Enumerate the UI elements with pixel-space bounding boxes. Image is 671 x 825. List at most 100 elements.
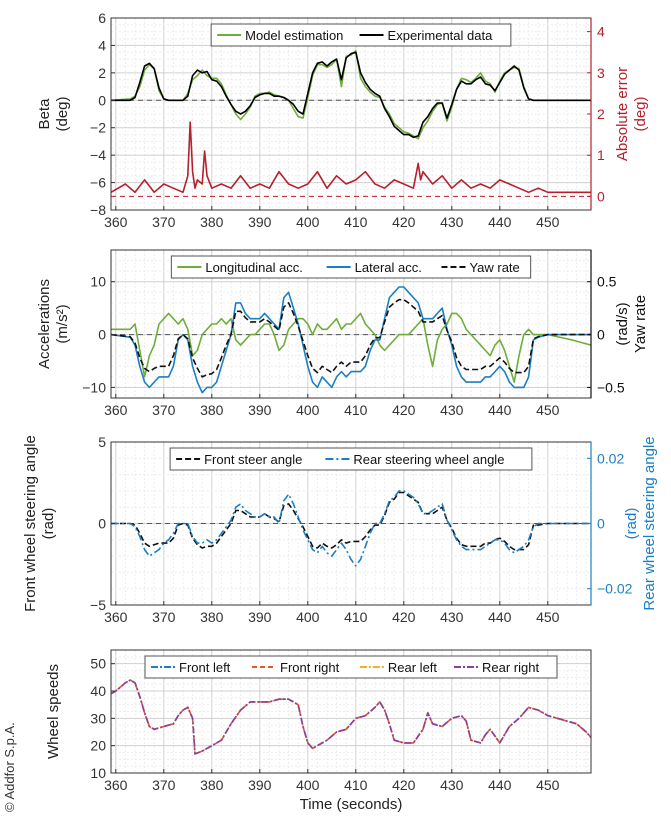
grid: [111, 17, 591, 211]
y2-tick-label: −0.5: [597, 379, 625, 395]
y-tick-label: 2: [98, 65, 106, 81]
y-tick-label: 10: [90, 274, 106, 290]
legend: Front left Front right Rear left Rear right: [144, 655, 558, 679]
x-tick-label: 390: [248, 402, 272, 418]
y-axis-label: Accelerations: [36, 279, 53, 369]
legend-box: [170, 255, 532, 279]
x-tick-label: 370: [152, 402, 176, 418]
series-group: [111, 490, 591, 567]
y2-tick-label: 3: [597, 65, 605, 81]
x-tick-label: 420: [392, 214, 416, 230]
x-tick-label: 450: [536, 609, 560, 625]
copyright-notice: © Addfor S.p.A.: [2, 722, 17, 812]
y-tick-label: 4: [98, 37, 106, 53]
legend-label: Experimental data: [388, 28, 494, 43]
x-tick-label: 360: [104, 402, 128, 418]
y-tick-label: −10: [82, 379, 106, 395]
y2-axis-label: Yaw rate: [632, 295, 649, 353]
series-line-lateral-acc-: [110, 286, 591, 394]
x-tick-label: 410: [344, 402, 368, 418]
x-tick-label: 360: [104, 214, 128, 230]
legend: Model estimation Experimental data: [210, 23, 512, 47]
series-line-front-steer-angle: [111, 491, 591, 551]
plot-frame: [110, 649, 592, 774]
legend-box: [169, 447, 533, 471]
legend-label: Rear right: [482, 660, 539, 675]
x-tick-label: 410: [344, 609, 368, 625]
legend-label: Front right: [280, 660, 340, 675]
series-line-yaw-rate: [110, 298, 591, 378]
legend-label: Rear left: [388, 660, 438, 675]
chart-panel-4: 360 370 380 390 400 410 420 430 440 450 10 20 30 40 50…: [45, 649, 592, 813]
y2-tick-label: 0.5: [597, 274, 617, 290]
y-tick-label: 0: [98, 92, 106, 108]
y2-axis-label: Rear wheel steering angle: [641, 436, 658, 610]
series-line-longitudinal-acc-: [111, 312, 592, 383]
y-tick-label: 30: [90, 710, 106, 726]
y2-tick-label: −0.02: [597, 581, 633, 597]
legend-box: [144, 655, 558, 679]
x-tick-label: 420: [392, 777, 416, 793]
y2-axis-label: (rad/s): [614, 302, 631, 345]
legend-label: Rear steering wheel angle: [353, 452, 504, 467]
legend: Longitudinal acc. Lateral acc. Yaw rate: [170, 255, 532, 279]
x-tick-label: 420: [392, 402, 416, 418]
legend-label: Yaw rate: [469, 260, 519, 275]
x-tick-label: 430: [440, 402, 464, 418]
y-tick-label: 0: [98, 327, 106, 343]
x-tick-label: 450: [536, 214, 560, 230]
x-tick-label: 360: [104, 609, 128, 625]
y-tick-label: 20: [90, 738, 106, 754]
y2-tick-label: 0: [597, 188, 605, 204]
x-tick-label: 380: [200, 214, 224, 230]
series-line-rear-right: [110, 679, 592, 755]
y-axis-label: Front wheel steering angle: [22, 435, 39, 612]
chart-panel-3: 360 370 380 390 400 410 420 430 440 450 −5 0 5 −0.02 0…: [22, 434, 658, 625]
legend: Front steer angle Rear steering wheel ang…: [169, 447, 533, 471]
x-tick-label: 390: [248, 214, 272, 230]
y-tick-label: 40: [90, 683, 106, 699]
y2-axis-label: (deg): [632, 96, 649, 131]
x-tick-label: 450: [536, 402, 560, 418]
x-tick-label: 400: [296, 214, 320, 230]
series-line-rear-steering-wheel-angle: [111, 490, 591, 567]
x-tick-label: 440: [488, 214, 512, 230]
y2-tick-label: 0: [597, 516, 605, 532]
chart-panel-2: 360 370 380 390 400 410 420 430 440 450 −10 0 10 −0.5…: [36, 249, 649, 418]
x-tick-label: 450: [536, 777, 560, 793]
x-tick-label: 360: [104, 777, 128, 793]
x-tick-label: 430: [440, 777, 464, 793]
series-line-experimental-data: [111, 51, 591, 139]
x-tick-label: 410: [344, 214, 368, 230]
y2-tick-label: 0.02: [597, 450, 624, 466]
x-tick-label: 400: [296, 402, 320, 418]
y-axis-label: (deg): [54, 96, 71, 131]
y-tick-label: 6: [98, 10, 106, 26]
y-tick-label: −4: [90, 147, 106, 163]
x-tick-label: 410: [344, 777, 368, 793]
x-tick-label: 430: [440, 609, 464, 625]
legend-label: Longitudinal acc.: [205, 260, 303, 275]
x-tick-label: 380: [200, 777, 224, 793]
y-tick-label: −8: [90, 202, 106, 218]
x-tick-label: 440: [488, 609, 512, 625]
y2-axis-label: Absolute error: [614, 67, 631, 161]
x-tick-label: 380: [200, 402, 224, 418]
y2-tick-label: 0: [597, 327, 605, 343]
y-tick-label: −5: [90, 597, 106, 613]
legend-label: Lateral acc.: [355, 260, 422, 275]
y-axis-label: Beta: [36, 98, 53, 130]
x-tick-label: 400: [296, 609, 320, 625]
y-axis-label: Wheel speeds: [45, 664, 62, 759]
y-tick-label: −6: [90, 175, 106, 191]
y2-tick-label: 2: [597, 106, 605, 122]
series-line-absolute-error: [110, 121, 591, 194]
x-tick-label: 370: [152, 777, 176, 793]
chart-panel-1: 360 370 380 390 400 410 420 430 440 450−8−6−4−202…: [36, 10, 649, 230]
series-group: [110, 286, 592, 394]
x-tick-label: 400: [296, 777, 320, 793]
x-tick-label: 440: [488, 777, 512, 793]
series-group: [110, 50, 591, 194]
y-axis-label: (rad): [40, 508, 57, 540]
x-tick-label: 390: [248, 609, 272, 625]
